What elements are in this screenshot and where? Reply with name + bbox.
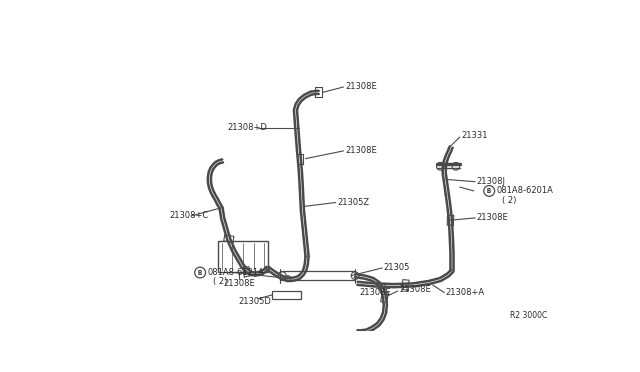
Text: 081A8-6201A: 081A8-6201A	[497, 186, 554, 195]
Text: 21308E: 21308E	[345, 83, 377, 92]
Text: 21308E: 21308E	[359, 288, 391, 297]
Text: 21305: 21305	[384, 263, 410, 272]
Text: 21308+C: 21308+C	[169, 211, 209, 220]
Text: 21308J: 21308J	[477, 177, 506, 186]
Text: 21331: 21331	[461, 131, 488, 140]
Bar	[280, 271, 355, 280]
Text: 21308+D: 21308+D	[227, 123, 267, 132]
Text: 21308E: 21308E	[345, 147, 377, 155]
Text: 21308E: 21308E	[399, 285, 431, 294]
Text: 21308E: 21308E	[477, 214, 509, 222]
Text: 21308+A: 21308+A	[446, 288, 485, 297]
Text: 21305D: 21305D	[239, 296, 272, 305]
Text: B: B	[487, 188, 492, 194]
Text: R2 3000C: R2 3000C	[510, 311, 547, 320]
Text: B: B	[198, 270, 202, 276]
Bar	[272, 291, 301, 299]
Bar	[218, 241, 268, 272]
Text: ( 2): ( 2)	[213, 277, 228, 286]
Text: ( 2): ( 2)	[502, 196, 516, 205]
Text: 21305Z: 21305Z	[337, 198, 369, 207]
Text: 21308E: 21308E	[223, 279, 255, 288]
Text: 081A8-6121A: 081A8-6121A	[208, 268, 265, 277]
